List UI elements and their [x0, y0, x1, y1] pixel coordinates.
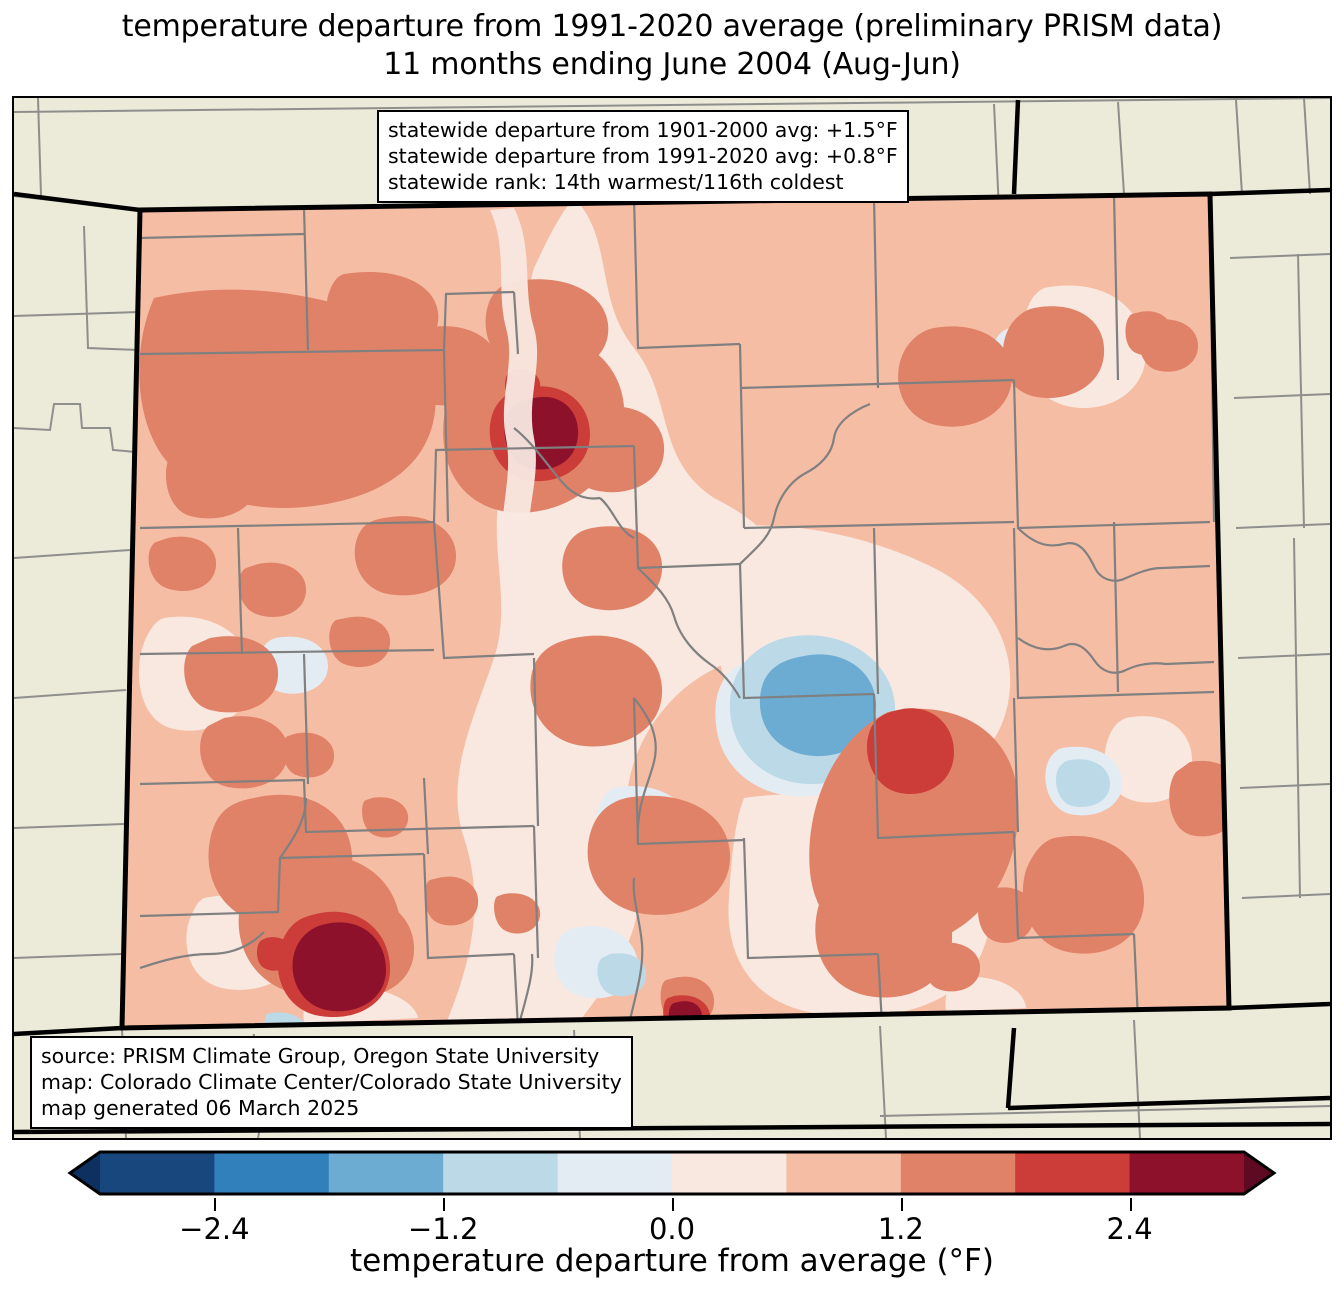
colorado-county-lines [139, 194, 1216, 1028]
colorbar-over-cap [1244, 1152, 1274, 1194]
colorbar-band [100, 1152, 215, 1194]
colorbar-band [328, 1152, 444, 1194]
colorbar-ticks: −2.4 −1.2 0.0 1.2 2.4 [0, 1198, 1344, 1246]
colorado-temperature-anomaly-map [14, 98, 1330, 1138]
statistics-box: statewide departure from 1901-2000 avg: … [377, 110, 909, 203]
colorbar-band [900, 1152, 1016, 1194]
map-frame [12, 96, 1332, 1140]
colorbar-tick-label: 1.2 [877, 1212, 924, 1246]
colorbar-band [786, 1152, 902, 1194]
colorbar-tick [214, 1198, 217, 1211]
colorbar-tick [1129, 1198, 1132, 1211]
colorbar-band [443, 1152, 559, 1194]
page-title: temperature departure from 1991-2020 ave… [0, 8, 1344, 84]
colorbar-tick [443, 1198, 446, 1211]
colorbar-band [672, 1152, 787, 1194]
colorbar-axis-label: temperature departure from average (°F) [350, 1243, 994, 1279]
colorbar-band [1015, 1152, 1131, 1194]
neighbor-county-lines [14, 98, 1330, 1138]
colorbar-band [1129, 1152, 1245, 1194]
colorbar-tick [900, 1198, 903, 1211]
colorbar-swatches [67, 1150, 1277, 1196]
title-line-1: temperature departure from 1991-2020 ave… [121, 9, 1223, 44]
title-line-2: 11 months ending June 2004 (Aug-Jun) [383, 47, 961, 82]
colorbar-under-cap [70, 1152, 100, 1194]
colorbar-band [214, 1152, 330, 1194]
source-attribution-box: source: PRISM Climate Group, Oregon Stat… [30, 1036, 633, 1129]
stat-statewide-rank: statewide rank: 14th warmest/116th colde… [388, 170, 844, 194]
colorbar-tick [672, 1198, 674, 1211]
colorbar-tick-label: −2.4 [179, 1212, 250, 1246]
stat-departure-1991-2020: statewide departure from 1991-2020 avg: … [388, 144, 898, 168]
source-line: source: PRISM Climate Group, Oregon Stat… [41, 1044, 600, 1068]
temperature-anomaly-field [122, 194, 1229, 1028]
map-credit-line: map: Colorado Climate Center/Colorado St… [41, 1070, 622, 1094]
stat-departure-1901-2000: statewide departure from 1901-2000 avg: … [388, 118, 898, 142]
colorbar-tick-label: −1.2 [407, 1212, 479, 1246]
colorbar: −2.4 −1.2 0.0 1.2 2.4 [0, 1146, 1344, 1299]
colorbar-band [557, 1152, 673, 1194]
map-generated-date: map generated 06 March 2025 [41, 1096, 360, 1120]
colorbar-tick-label: 0.0 [648, 1212, 696, 1246]
colorbar-tick-label: 2.4 [1106, 1212, 1153, 1246]
neighbor-state-lines [14, 99, 1330, 1135]
